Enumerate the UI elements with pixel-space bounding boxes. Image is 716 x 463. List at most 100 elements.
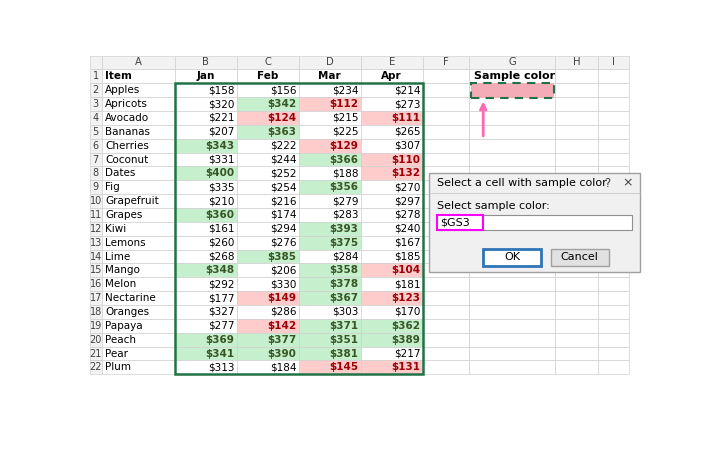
Text: $270: $270 [394, 182, 420, 192]
Text: $400: $400 [205, 169, 234, 178]
Bar [361, 194, 422, 208]
Bar [90, 208, 102, 222]
Text: ×: × [622, 177, 633, 190]
Bar [102, 208, 175, 222]
Text: $161: $161 [208, 224, 234, 234]
Text: A: A [135, 57, 142, 68]
Text: G: G [508, 57, 516, 68]
Text: $390: $390 [268, 349, 296, 358]
Bar [469, 83, 556, 97]
Bar [237, 166, 299, 180]
Text: $240: $240 [394, 224, 420, 234]
Bar [90, 180, 102, 194]
Bar [556, 194, 598, 208]
Bar [469, 125, 556, 139]
Bar [237, 208, 299, 222]
Text: $132: $132 [392, 169, 420, 178]
Bar [598, 153, 629, 166]
Bar [90, 166, 102, 180]
Bar [299, 56, 361, 69]
Bar [361, 153, 422, 166]
Bar [437, 215, 632, 231]
Text: Coconut: Coconut [105, 155, 148, 164]
Bar [556, 361, 598, 375]
Text: Apricots: Apricots [105, 99, 148, 109]
Text: $381: $381 [329, 349, 359, 358]
Bar [469, 153, 556, 166]
Bar [469, 222, 556, 236]
Bar [598, 236, 629, 250]
Bar [175, 291, 237, 305]
Bar [175, 194, 237, 208]
Text: $185: $185 [394, 251, 420, 262]
Bar [471, 83, 553, 98]
Text: 10: 10 [90, 196, 102, 206]
Bar [237, 180, 299, 194]
Bar [469, 111, 556, 125]
Bar [361, 97, 422, 111]
Bar [299, 166, 361, 180]
Text: $366: $366 [329, 155, 359, 164]
Text: $254: $254 [270, 182, 296, 192]
Text: $367: $367 [329, 293, 359, 303]
Bar [556, 277, 598, 291]
Text: Pear: Pear [105, 349, 128, 358]
Bar [175, 111, 237, 125]
Bar [299, 153, 361, 166]
Bar [175, 361, 237, 375]
Bar [90, 222, 102, 236]
Text: $129: $129 [329, 141, 359, 150]
Bar [598, 208, 629, 222]
Bar [422, 153, 469, 166]
Bar [102, 277, 175, 291]
Text: $252: $252 [270, 169, 296, 178]
Text: $244: $244 [270, 155, 296, 164]
Text: $181: $181 [394, 279, 420, 289]
Bar [598, 97, 629, 111]
Bar [102, 263, 175, 277]
Bar [90, 153, 102, 166]
Text: 2: 2 [92, 85, 99, 95]
Bar [422, 208, 469, 222]
Bar [361, 83, 422, 97]
Bar [102, 291, 175, 305]
Bar [102, 319, 175, 333]
Bar [90, 194, 102, 208]
Bar [299, 236, 361, 250]
Bar [90, 319, 102, 333]
Bar [422, 166, 469, 180]
Bar [299, 347, 361, 361]
Text: $158: $158 [208, 85, 234, 95]
Bar [556, 236, 598, 250]
Bar [102, 222, 175, 236]
Text: $260: $260 [208, 238, 234, 248]
Bar [175, 56, 237, 69]
Bar [556, 208, 598, 222]
Text: Peach: Peach [105, 335, 136, 344]
Bar [598, 361, 629, 375]
Text: ?: ? [604, 177, 610, 190]
Bar [299, 208, 361, 222]
Bar [299, 277, 361, 291]
Bar [598, 263, 629, 277]
Bar [102, 153, 175, 166]
Bar [175, 125, 237, 139]
Bar [422, 305, 469, 319]
Text: Melon: Melon [105, 279, 136, 289]
Bar [556, 111, 598, 125]
Text: $377: $377 [267, 335, 296, 344]
Text: Oranges: Oranges [105, 307, 149, 317]
Bar [469, 291, 556, 305]
Bar [237, 69, 299, 83]
Bar [556, 56, 598, 69]
Bar [598, 69, 629, 83]
Text: Bananas: Bananas [105, 127, 150, 137]
Bar [237, 305, 299, 319]
Bar [598, 222, 629, 236]
Bar [175, 277, 237, 291]
Bar [102, 180, 175, 194]
Bar [90, 250, 102, 263]
Text: $385: $385 [267, 251, 296, 262]
Bar [237, 347, 299, 361]
Text: Mango: Mango [105, 265, 140, 275]
